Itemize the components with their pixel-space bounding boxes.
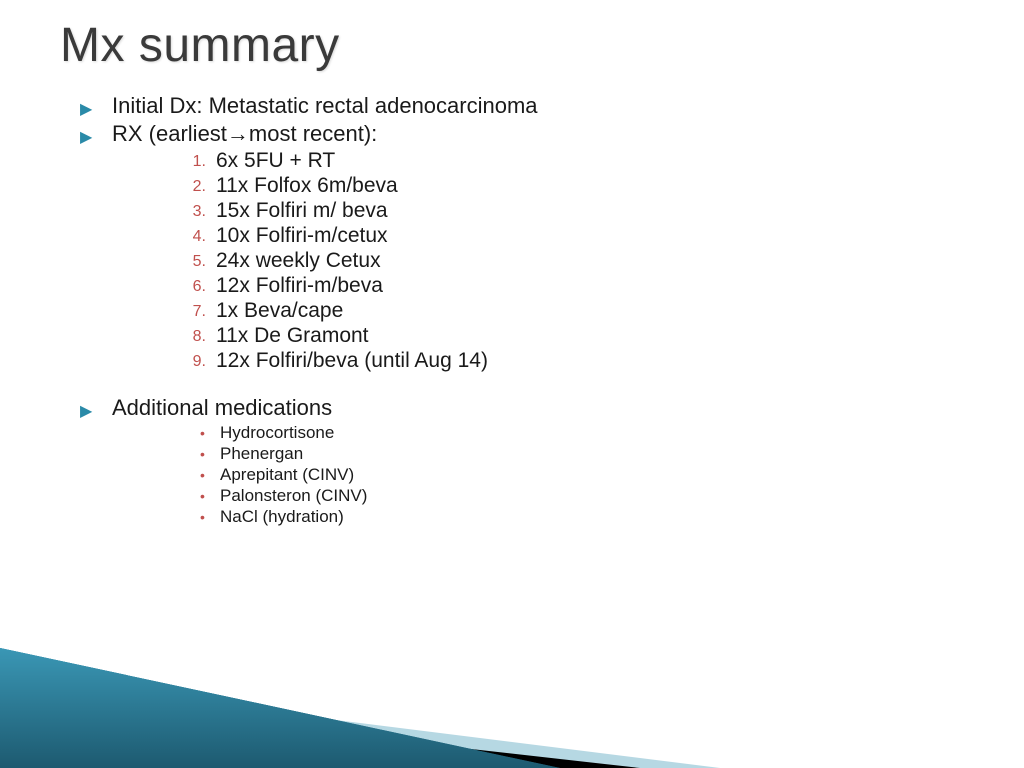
rx-item-text: 6x 5FU + RT: [216, 149, 335, 173]
med-item: •Hydrocortisone: [200, 423, 964, 443]
bullet-rx: ▶ RX (earliest→most recent):: [80, 121, 964, 147]
med-item: •Aprepitant (CINV): [200, 465, 964, 485]
triangle-bullet-icon: ▶: [80, 395, 112, 421]
rx-item-text: 1x Beva/cape: [216, 299, 343, 323]
bullet-additional-meds: ▶ Additional medications: [80, 395, 964, 421]
slide-body: ▶ Initial Dx: Metastatic rectal adenocar…: [0, 73, 1024, 527]
rx-item-text: 15x Folfiri m/ beva: [216, 199, 388, 223]
med-item-text: NaCl (hydration): [220, 507, 344, 527]
rx-item: 3.15x Folfiri m/ beva: [186, 199, 964, 223]
dot-bullet-icon: •: [200, 444, 220, 464]
rx-item: 5.24x weekly Cetux: [186, 249, 964, 273]
med-item: •Palonsteron (CINV): [200, 486, 964, 506]
med-item: •NaCl (hydration): [200, 507, 964, 527]
triangle-bullet-icon: ▶: [80, 121, 112, 147]
rx-item: 7.1x Beva/cape: [186, 299, 964, 323]
rx-item: 1.6x 5FU + RT: [186, 149, 964, 173]
dot-bullet-icon: •: [200, 507, 220, 527]
bullet-text: Additional medications: [112, 395, 332, 421]
list-number: 7.: [186, 299, 216, 323]
med-item: •Phenergan: [200, 444, 964, 464]
dot-bullet-icon: •: [200, 486, 220, 506]
rx-item: 2.11x Folfox 6m/beva: [186, 174, 964, 198]
rx-item: 6.12x Folfiri-m/beva: [186, 274, 964, 298]
rx-item-text: 11x De Gramont: [216, 324, 369, 348]
med-item-text: Palonsteron (CINV): [220, 486, 367, 506]
rx-ordered-list: 1.6x 5FU + RT2.11x Folfox 6m/beva3.15x F…: [80, 149, 964, 373]
rx-item-text: 12x Folfiri-m/beva: [216, 274, 383, 298]
med-item-text: Phenergan: [220, 444, 303, 464]
med-item-text: Hydrocortisone: [220, 423, 334, 443]
list-number: 5.: [186, 249, 216, 273]
list-number: 1.: [186, 149, 216, 173]
list-number: 8.: [186, 324, 216, 348]
list-number: 3.: [186, 199, 216, 223]
meds-list: •Hydrocortisone•Phenergan•Aprepitant (CI…: [80, 423, 964, 527]
bullet-text: RX (earliest→most recent):: [112, 121, 377, 147]
med-item-text: Aprepitant (CINV): [220, 465, 354, 485]
slide-title: Mx summary: [0, 0, 1024, 73]
rx-item: 4.10x Folfiri-m/cetux: [186, 224, 964, 248]
list-number: 6.: [186, 274, 216, 298]
dot-bullet-icon: •: [200, 465, 220, 485]
arrow-icon: →: [227, 121, 249, 146]
rx-item-text: 10x Folfiri-m/cetux: [216, 224, 388, 248]
slide-decoration: [0, 588, 1024, 768]
rx-item-text: 11x Folfox 6m/beva: [216, 174, 398, 198]
rx-pre: RX (earliest: [112, 121, 227, 146]
triangle-bullet-icon: ▶: [80, 93, 112, 119]
rx-item: 8.11x De Gramont: [186, 324, 964, 348]
list-number: 4.: [186, 224, 216, 248]
rx-item-text: 24x weekly Cetux: [216, 249, 381, 273]
bullet-text: Initial Dx: Metastatic rectal adenocarci…: [112, 93, 538, 119]
dot-bullet-icon: •: [200, 423, 220, 443]
rx-item-text: 12x Folfiri/beva (until Aug 14): [216, 349, 488, 373]
list-number: 2.: [186, 174, 216, 198]
rx-post: most recent):: [249, 121, 377, 146]
list-number: 9.: [186, 349, 216, 373]
rx-item: 9.12x Folfiri/beva (until Aug 14): [186, 349, 964, 373]
bullet-dx: ▶ Initial Dx: Metastatic rectal adenocar…: [80, 93, 964, 119]
